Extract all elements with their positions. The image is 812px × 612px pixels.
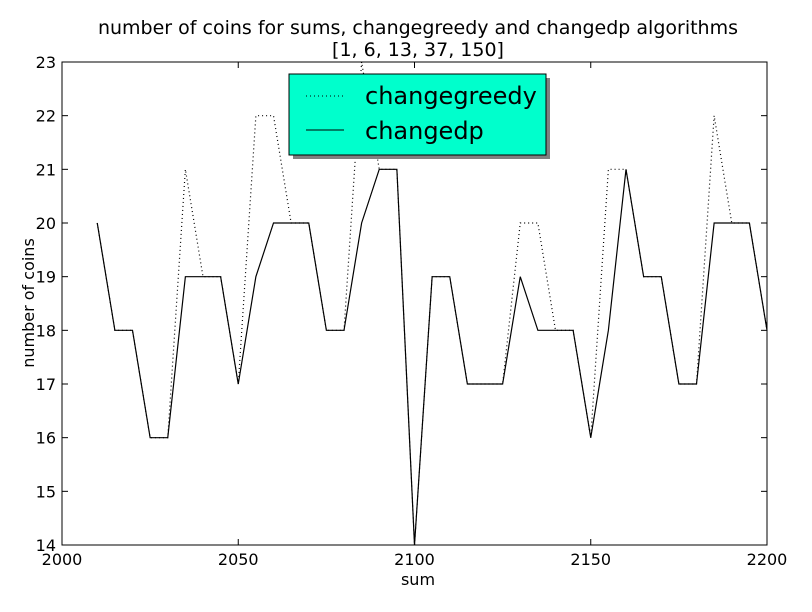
x-tick-label: 2050 [218,550,259,569]
y-axis-label: number of coins [19,238,38,368]
y-tick-label: 23 [36,53,56,72]
chart-title: number of coins for sums, changegreedy a… [98,17,738,39]
y-tick-label: 20 [36,214,56,233]
y-tick-label: 16 [36,429,56,448]
x-tick-label: 2100 [394,550,435,569]
x-tick-label: 2000 [42,550,83,569]
y-tick-label: 17 [36,375,56,394]
plot-area [96,61,768,546]
y-axis-ticks: 14 15 16 17 18 19 20 21 22 23 [36,53,767,555]
y-tick-label: 18 [36,321,56,340]
legend-label-changedp: changedp [365,117,484,145]
x-axis-label: sum [401,570,435,589]
y-tick-label: 19 [36,268,56,287]
x-axis-ticks: 2000 2050 2100 2150 2200 [42,62,788,569]
legend-box [288,73,547,156]
plot-frame [61,61,768,546]
legend: changegreedy changedp [288,73,550,159]
y-tick-label: 21 [36,160,56,179]
x-tick-label: 2150 [570,550,611,569]
legend-label-changegreedy: changegreedy [365,82,537,110]
series-line-changedp [96,168,768,546]
y-tick-label: 14 [36,536,56,555]
x-tick-label: 2200 [747,550,788,569]
y-tick-label: 15 [36,482,56,501]
y-tick-label: 22 [36,107,56,126]
chart-subtitle: [1, 6, 13, 37, 150] [332,39,504,61]
